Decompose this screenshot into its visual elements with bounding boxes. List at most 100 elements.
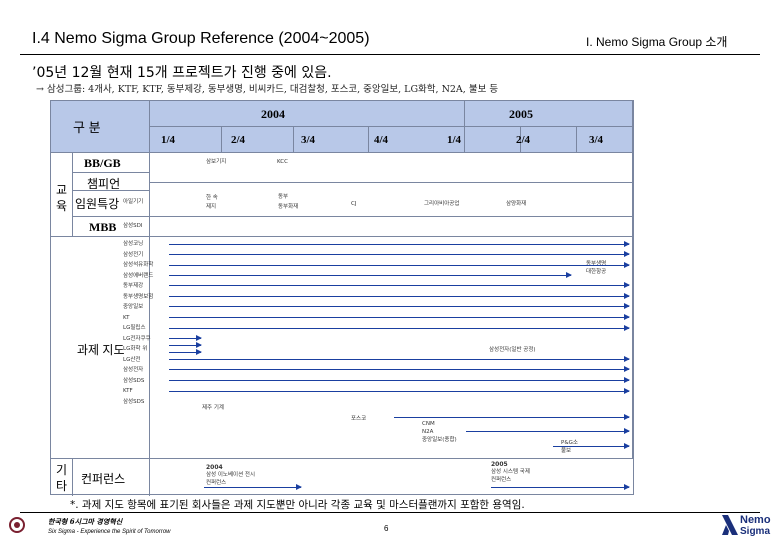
- cell-text: 한 속: [206, 195, 218, 201]
- timeline-arrow: [169, 349, 202, 355]
- etc-group-cell: [51, 459, 73, 496]
- timeline-arrow: [169, 262, 630, 268]
- year-2004: 2004: [261, 107, 285, 121]
- footnote: *. 과제 지도 항목에 표기된 회사들은 과제 지도뿐만 아니라 각종 교육 …: [70, 499, 525, 511]
- footer-slogan: 한국형 6시그마 경영혁신: [48, 517, 123, 526]
- bbgb-row: [73, 153, 150, 173]
- q-cell: [222, 127, 294, 153]
- timeline-arrow: [169, 251, 630, 257]
- champion-label: 챔피언: [87, 177, 121, 191]
- timeline-arrow: [169, 388, 630, 394]
- q-cell: [150, 127, 222, 153]
- nemo-logo-text: Nemo: [740, 514, 771, 526]
- section-title: I. Nemo Sigma Group 소개: [586, 35, 728, 49]
- cell-text: 그리아비아공업: [424, 201, 460, 207]
- q-cell: [294, 127, 369, 153]
- exec-label: 임원특강: [75, 197, 120, 211]
- quarter-label: 1/4: [447, 134, 462, 146]
- mbb-row: [73, 217, 150, 237]
- cell-text: 아일기기: [123, 199, 144, 205]
- cell-text: 삼성 이노베이션 전시: [206, 472, 256, 478]
- cell-text: 컨퍼런스: [491, 477, 512, 483]
- quarter-label: 4/4: [374, 134, 389, 146]
- timeline-arrow: [169, 282, 630, 288]
- row-divider: [150, 217, 633, 237]
- headline: ’05년 12월 현재 15개 프로젝트가 진행 중에 있음.: [32, 65, 332, 81]
- coaching-client: LG화학 위: [123, 346, 148, 352]
- coaching-client: 중앙일보: [123, 304, 144, 310]
- page-title: I.4 Nemo Sigma Group Reference (2004~200…: [32, 30, 370, 47]
- row-divider: [150, 153, 633, 183]
- mbb-label: MBB: [89, 220, 117, 234]
- client-note: → 삼성그룹: 4개사, KTF, KTF, 동부제강, 동부생명, 비씨카드,…: [36, 84, 499, 95]
- q-cell: [577, 127, 633, 153]
- footer-divider: [20, 512, 760, 513]
- coaching-client: KT: [123, 314, 130, 321]
- quarter-label: 2/4: [231, 134, 246, 146]
- timeline-arrow: [169, 366, 630, 372]
- cell-text: 삼보기지: [206, 159, 227, 165]
- nemo-logo-icon: [722, 515, 738, 535]
- cell-text: P&G소: [561, 440, 578, 446]
- timeline-arrow: [169, 325, 630, 331]
- quarter-label: 3/4: [589, 134, 604, 146]
- timeline-arrow: [169, 241, 630, 247]
- coaching-client: LG필립스: [123, 325, 146, 331]
- coaching-client: LG산전: [123, 356, 141, 363]
- q-cell: [521, 127, 577, 153]
- cell-text: 중앙일보(종합): [422, 437, 457, 443]
- year-2005: 2005: [509, 107, 533, 121]
- coaching-client: 삼성에버랜드: [123, 272, 154, 279]
- cell-text: 2005: [491, 461, 508, 468]
- corner-cell: [51, 101, 150, 153]
- etc-group-top: 기: [56, 463, 68, 477]
- cell-text: 제주 기계: [202, 405, 224, 411]
- cell-text: 동부: [278, 194, 289, 200]
- edu-group-cell: [51, 153, 73, 237]
- conference-row: [73, 459, 150, 496]
- timeline-arrow: [553, 443, 630, 449]
- year-2005-cell: [465, 101, 633, 127]
- timeline-arrow: [204, 484, 302, 490]
- coaching-client: 동부제강: [123, 283, 144, 289]
- cell-text: 포스코: [351, 416, 367, 422]
- timeline-arrow: [169, 272, 572, 278]
- coaching-client: LG전자쿠쿠: [123, 335, 151, 342]
- q-cell: [369, 127, 465, 153]
- coaching-client: KTF: [123, 388, 133, 394]
- coaching-client: 삼성코닝: [123, 241, 144, 247]
- cell-text: CJ: [351, 201, 357, 207]
- timeline-arrow: [169, 293, 630, 299]
- timeline-arrow: [394, 414, 630, 420]
- row-divider: [150, 237, 633, 459]
- quarter-label: 1/4: [161, 134, 176, 146]
- nemo-sigma-logo: Nemo Sigma: [722, 512, 772, 538]
- cell-text: 삼성전자(일반 공정): [489, 347, 536, 353]
- cell-text: 동부생명: [586, 261, 607, 267]
- cell-text: 불보: [561, 448, 572, 454]
- title-divider: [20, 54, 760, 55]
- q-cell: [465, 127, 521, 153]
- year-2004-cell: [150, 101, 465, 127]
- coaching-label: 과제 지도: [77, 343, 125, 357]
- cell-text: 삼양화재: [506, 201, 527, 207]
- edu-group-top: 교: [56, 183, 68, 197]
- bbgb-label: BB/GB: [84, 156, 121, 170]
- coaching-client: 삼성SDS: [123, 377, 145, 384]
- cell-text: KCC: [277, 159, 288, 165]
- timeline-arrow: [491, 484, 630, 490]
- cell-text: 대한항공: [586, 269, 607, 275]
- timeline-arrow: [466, 428, 630, 434]
- cell-text: CNM: [422, 421, 435, 427]
- coaching-client: 동부생명보험: [123, 293, 154, 300]
- cell-text: 동부화재: [278, 204, 299, 210]
- cell-text: 컨퍼런스: [206, 480, 227, 486]
- timeline-arrow: [169, 314, 630, 320]
- coaching-client: 삼성전자: [123, 367, 144, 373]
- conference-label: 컨퍼런스: [81, 472, 126, 486]
- cell-text: 삼성 시스템 국제: [491, 469, 530, 475]
- page-number: 6: [384, 524, 389, 533]
- corner-label: 구 분: [73, 120, 101, 135]
- edu-group-bottom: 육: [56, 199, 68, 213]
- cell-text: 2004: [206, 464, 223, 471]
